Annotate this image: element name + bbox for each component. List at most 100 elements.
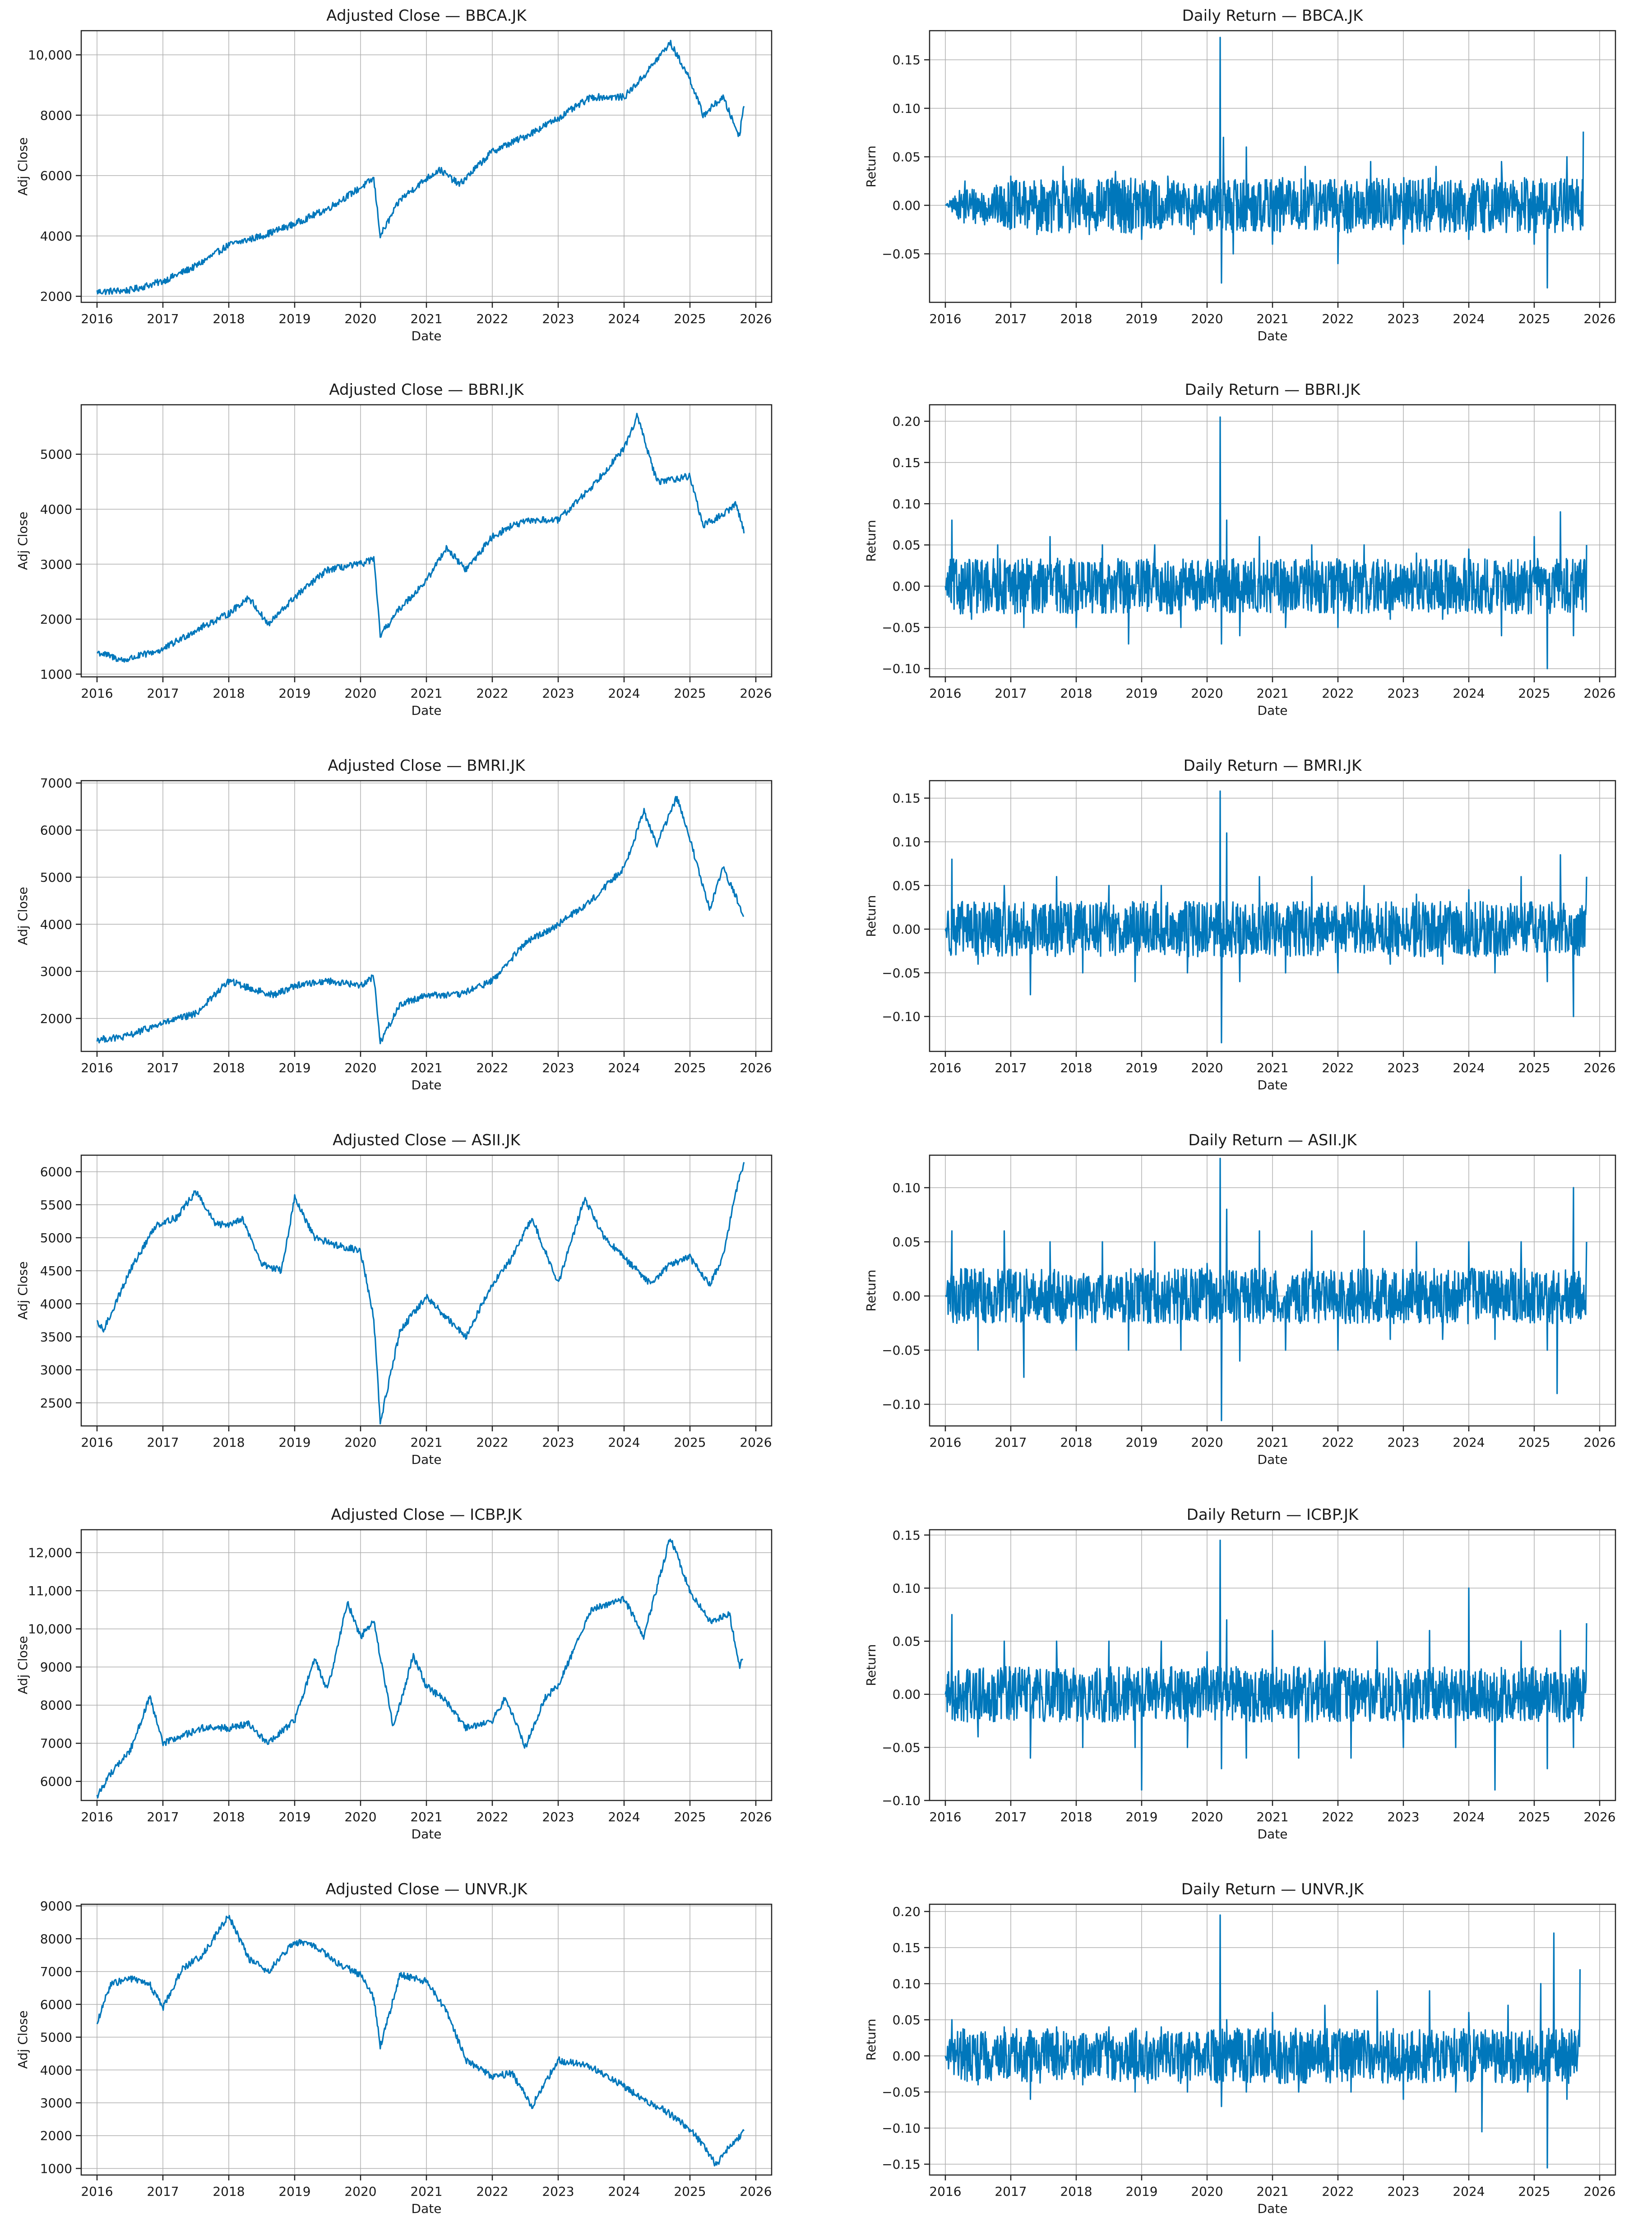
x-tick-label: 2019 [278, 2184, 310, 2199]
y-tick-label: 0.15 [893, 53, 921, 68]
y-tick-label: 0.20 [893, 414, 921, 429]
chart-panel-7: 2016 2017 2018 2019 2020 2021 2022 2023 2024 2025… [864, 1131, 1616, 1467]
x-tick-label: 2022 [1322, 2184, 1354, 2199]
chart-title: Adjusted Close — BBCA.JK [326, 7, 527, 25]
x-tick-label: 2017 [147, 686, 179, 701]
x-tick-label: 2020 [344, 2184, 376, 2199]
chart-panel-9: 2016 2017 2018 2019 2020 2021 2022 2023 2024 2025… [864, 1506, 1616, 1842]
x-tick-label: 2018 [213, 1060, 245, 1075]
x-tick-label: 2018 [213, 686, 245, 701]
y-tick-label: 6000 [40, 1774, 72, 1789]
x-tick-label: 2018 [1060, 1809, 1092, 1824]
y-tick-label: 8000 [40, 108, 72, 123]
y-tick-label: −0.05 [882, 247, 921, 262]
y-tick-label: 7000 [40, 776, 72, 791]
y-axis-label: Return [864, 2019, 879, 2061]
y-tick-label: 4000 [40, 1296, 72, 1311]
x-tick-label: 2024 [1453, 686, 1485, 701]
x-tick-label: 2025 [1518, 1809, 1550, 1824]
x-tick-label: 2022 [476, 1435, 508, 1450]
y-tick-label: 4000 [40, 917, 72, 932]
x-tick-label: 2021 [1256, 1060, 1288, 1075]
x-tick-label: 2022 [476, 1809, 508, 1824]
series-line [97, 412, 745, 663]
x-tick-label: 2024 [608, 1435, 640, 1450]
x-tick-label: 2016 [81, 311, 113, 326]
x-tick-label: 2016 [81, 686, 113, 701]
y-tick-label: 8000 [40, 1931, 72, 1946]
y-axis-label: Adj Close [15, 1636, 30, 1694]
x-tick-label: 2016 [929, 311, 961, 326]
x-tick-label: 2017 [995, 686, 1027, 701]
x-tick-label: 2023 [542, 2184, 574, 2199]
series-line [96, 40, 745, 295]
x-tick-label: 2021 [410, 2184, 442, 2199]
x-tick-label: 2026 [740, 1809, 772, 1824]
x-tick-label: 2019 [278, 1060, 310, 1075]
x-tick-label: 2020 [1191, 1060, 1223, 1075]
x-axis-label: Date [1258, 329, 1288, 343]
x-tick-label: 2016 [929, 1060, 961, 1075]
y-tick-label: 3000 [40, 2096, 72, 2110]
y-tick-label: −0.10 [882, 662, 921, 676]
x-axis-label: Date [412, 703, 442, 718]
x-tick-label: 2016 [929, 686, 961, 701]
x-tick-label: 2026 [740, 311, 772, 326]
y-tick-label: 7000 [40, 1964, 72, 1979]
x-tick-label: 2017 [995, 2184, 1027, 2199]
x-tick-label: 2023 [542, 1809, 574, 1824]
chart-panel-5: 2016 2017 2018 2019 2020 2021 2022 2023 2024 2025… [864, 757, 1616, 1092]
y-tick-label: 2000 [40, 612, 72, 627]
y-tick-label: 4000 [40, 229, 72, 244]
y-tick-label: 5000 [40, 870, 72, 885]
x-tick-label: 2016 [81, 1060, 113, 1075]
x-tick-label: 2026 [740, 2184, 772, 2199]
chart-panel-2: 2016 2017 2018 2019 2020 2021 2022 2023 2024 2025… [15, 381, 773, 718]
x-tick-label: 2026 [1583, 686, 1615, 701]
y-tick-label: 6000 [40, 1165, 72, 1180]
y-tick-label: 0.00 [893, 2049, 921, 2064]
x-tick-label: 2017 [147, 1435, 179, 1450]
x-tick-label: 2024 [1453, 2184, 1485, 2199]
y-tick-label: 0.00 [893, 922, 921, 937]
y-tick-label: −0.10 [882, 1009, 921, 1024]
y-axis-label: Adj Close [15, 2010, 30, 2069]
y-tick-label: 0.10 [893, 1180, 921, 1195]
y-tick-label: −0.10 [882, 1793, 921, 1808]
y-tick-label: 0.05 [893, 1634, 921, 1649]
x-tick-label: 2021 [410, 311, 442, 326]
x-tick-label: 2019 [1125, 2184, 1157, 2199]
x-tick-label: 2017 [995, 1435, 1027, 1450]
x-tick-label: 2022 [476, 311, 508, 326]
x-axis-label: Date [1258, 1078, 1288, 1092]
x-tick-label: 2020 [344, 1809, 376, 1824]
x-tick-label: 2018 [1060, 1435, 1092, 1450]
x-tick-label: 2018 [213, 1809, 245, 1824]
y-tick-label: 0.00 [893, 198, 921, 213]
x-axis-label: Date [412, 2201, 442, 2216]
x-tick-label: 2026 [1583, 1435, 1615, 1450]
y-tick-label: 0.10 [893, 496, 921, 511]
y-tick-label: 0.05 [893, 538, 921, 553]
series-line [944, 1539, 1587, 1791]
y-tick-label: 3000 [40, 1363, 72, 1378]
y-axis-label: Adj Close [15, 1261, 30, 1319]
y-axis-label: Return [864, 1644, 879, 1686]
chart-title: Adjusted Close — ASII.JK [333, 1131, 521, 1149]
x-axis-label: Date [412, 1827, 442, 1842]
y-tick-label: 0.15 [893, 455, 921, 470]
y-tick-label: 0.10 [893, 834, 921, 849]
x-tick-label: 2025 [1518, 2184, 1550, 2199]
x-tick-label: 2021 [410, 1060, 442, 1075]
x-tick-label: 2025 [674, 1060, 706, 1075]
x-tick-label: 2022 [1322, 1060, 1354, 1075]
x-tick-label: 2021 [410, 686, 442, 701]
x-tick-label: 2018 [1060, 686, 1092, 701]
x-tick-label: 2022 [1322, 686, 1354, 701]
y-tick-label: 9000 [40, 1660, 72, 1675]
x-tick-label: 2024 [608, 1060, 640, 1075]
x-tick-label: 2020 [1191, 311, 1223, 326]
x-tick-label: 2021 [1256, 311, 1288, 326]
y-tick-label: 7000 [40, 1736, 72, 1751]
x-tick-label: 2024 [608, 311, 640, 326]
